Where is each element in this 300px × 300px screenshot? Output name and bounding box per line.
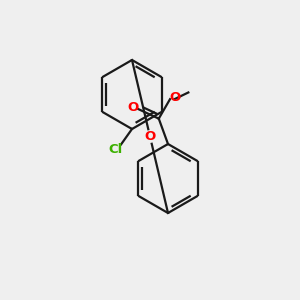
Text: O: O bbox=[144, 130, 156, 143]
Text: O: O bbox=[127, 101, 139, 114]
Text: O: O bbox=[169, 91, 180, 104]
Text: Cl: Cl bbox=[108, 143, 122, 156]
